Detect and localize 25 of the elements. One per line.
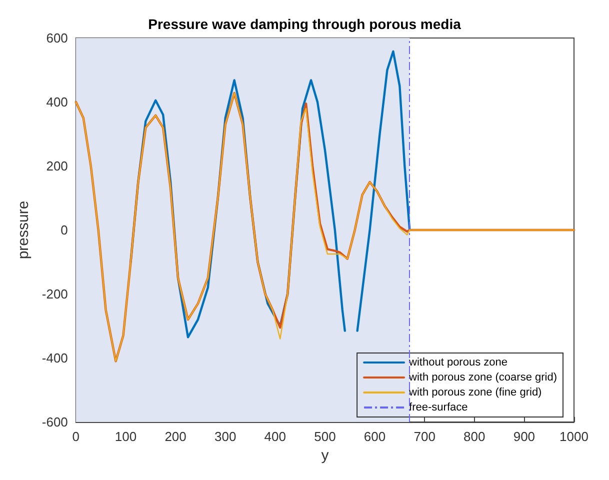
y-tick-label: -600 — [42, 414, 68, 430]
y-tick-label: 600 — [46, 30, 68, 46]
y-tick-label: 400 — [46, 94, 68, 110]
x-tick-label: 1000 — [560, 429, 588, 444]
x-tick-label: 100 — [114, 429, 137, 444]
x-tick-label: 200 — [164, 429, 186, 444]
x-tick-label: 600 — [364, 429, 386, 444]
x-tick-label: 400 — [264, 429, 286, 444]
x-tick-label: 0 — [72, 429, 80, 444]
legend-label: with porous zone (coarse grid) — [408, 372, 558, 384]
x-tick-label: 800 — [464, 429, 486, 444]
y-tick-label: -200 — [42, 286, 68, 302]
y-axis-title: pressure — [15, 200, 32, 260]
legend-label: with porous zone (fine grid) — [408, 386, 542, 398]
y-tick-label: 200 — [46, 158, 68, 174]
chart-title: Pressure wave damping through porous media — [148, 16, 462, 32]
x-tick-label: 300 — [214, 429, 236, 444]
ref-line-label: free-surface — [409, 402, 468, 414]
x-tick-label: 500 — [314, 429, 336, 444]
y-tick-label: -400 — [42, 350, 68, 366]
x-axis-title: y — [321, 447, 330, 464]
x-tick-label: 700 — [414, 429, 436, 444]
y-tick-label: 0 — [60, 222, 68, 238]
legend-label: without porous zone — [408, 356, 508, 368]
x-tick-label: 900 — [513, 429, 536, 444]
